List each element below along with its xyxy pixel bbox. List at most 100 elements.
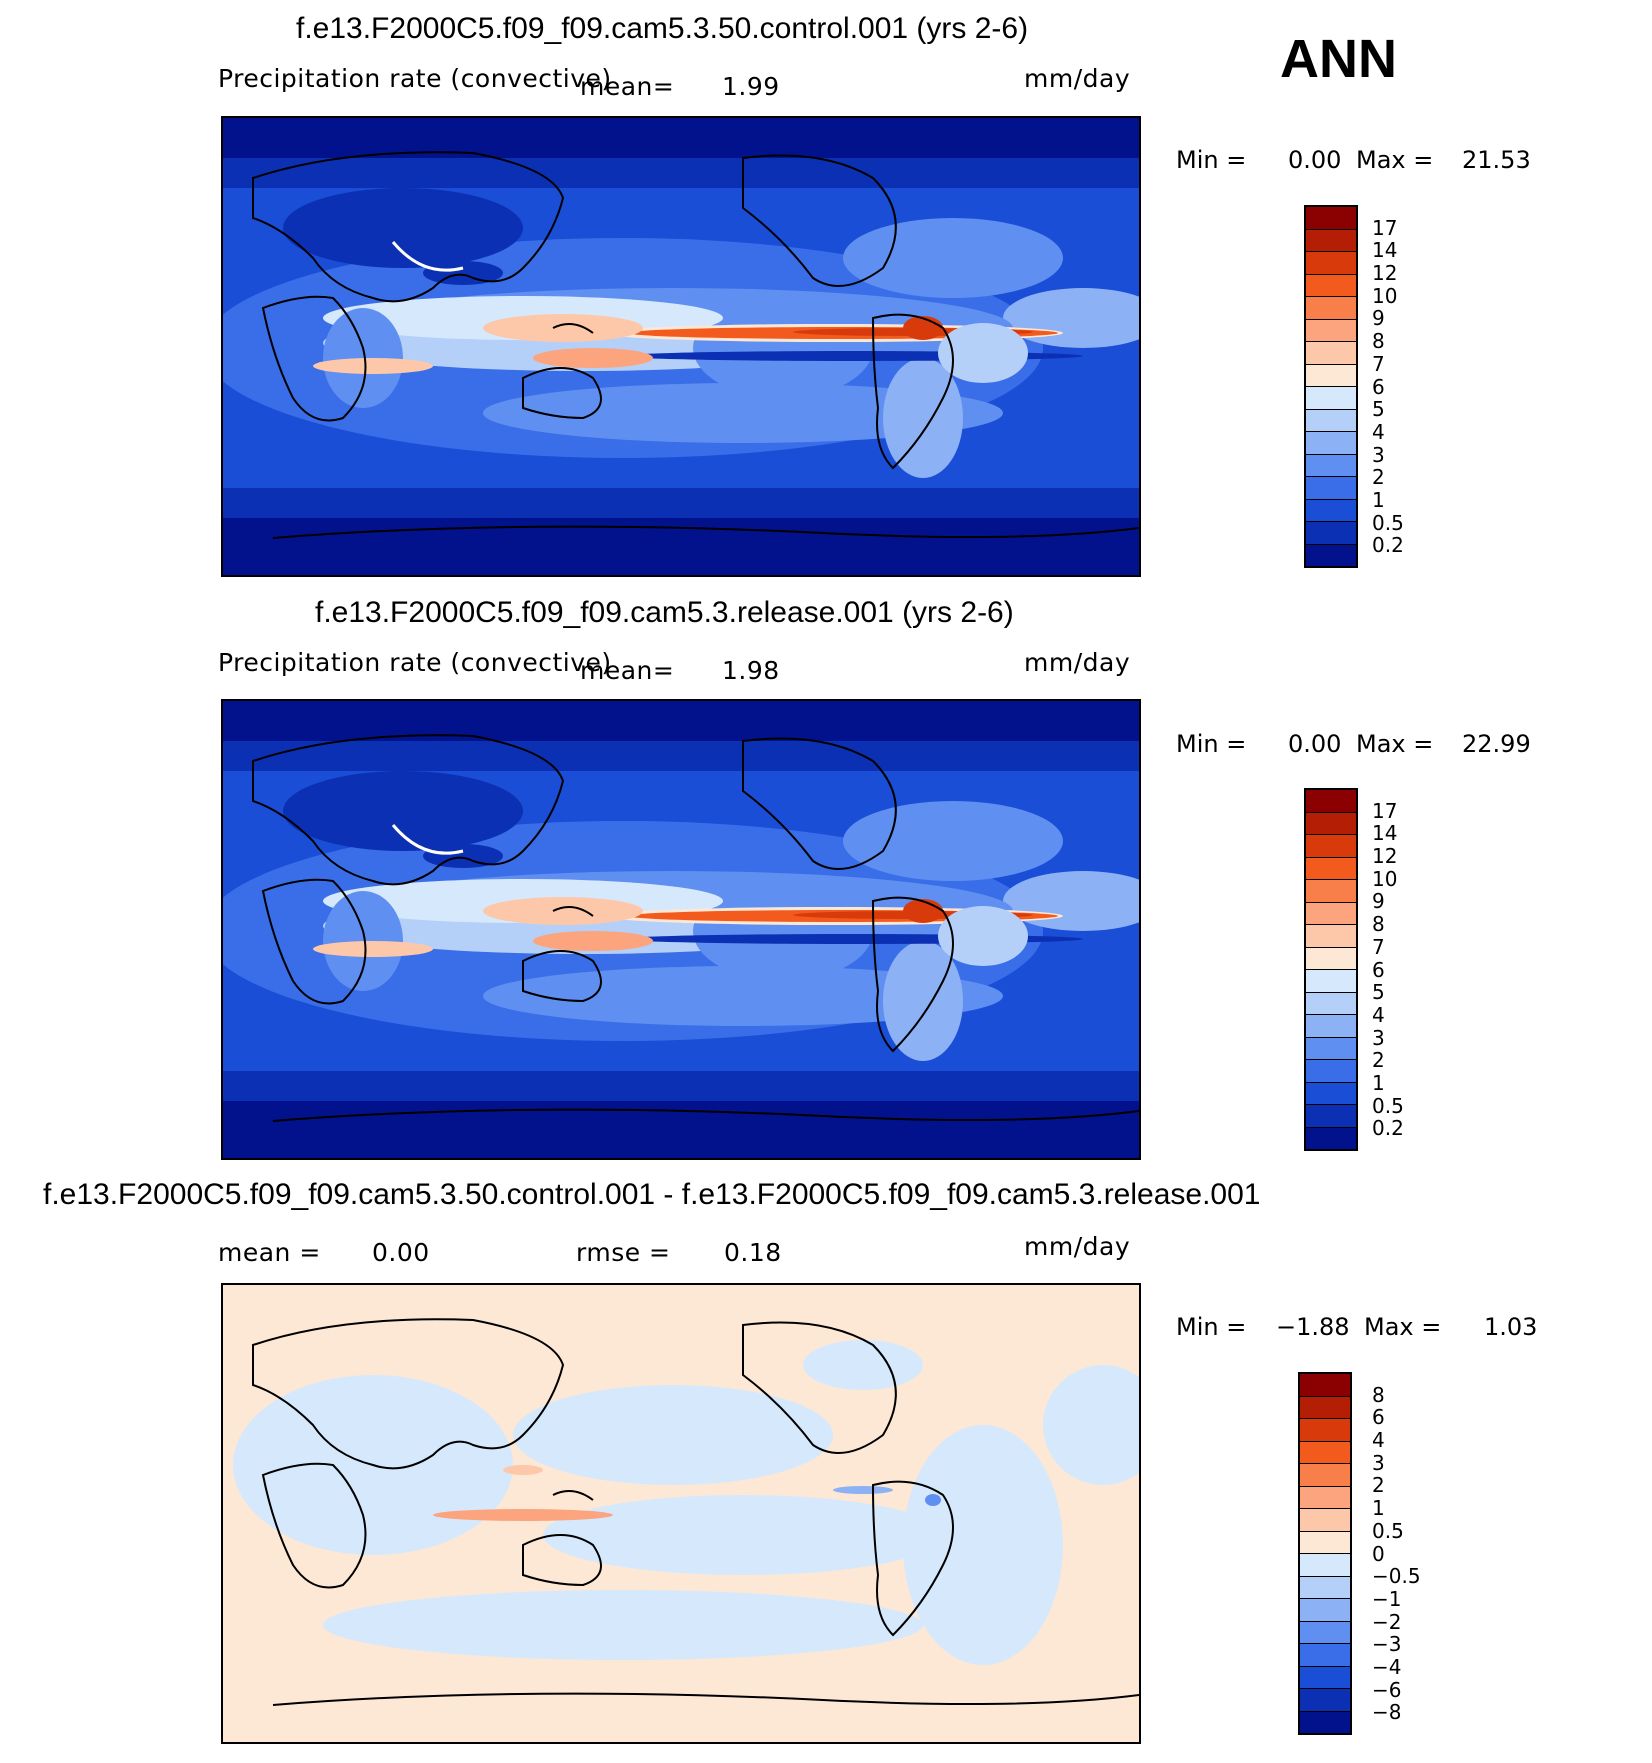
panel-2-variable-label: Precipitation rate (convective)	[218, 648, 612, 677]
colorbar-swatch	[1306, 1127, 1356, 1149]
colorbar-swatch	[1300, 1621, 1350, 1644]
colorbar-swatch	[1300, 1689, 1350, 1712]
panel-1-max-value: 21.53	[1462, 146, 1531, 174]
colorbar-tick-label: 2	[1372, 465, 1385, 490]
panel-3-mean-value: 0.00	[372, 1238, 430, 1267]
colorbar-tick-label: 2	[1372, 1048, 1385, 1073]
colorbar-tick-label: 14	[1372, 821, 1398, 846]
colorbar-tick-label: 4	[1372, 1428, 1385, 1453]
colorbar-tick-label: −3	[1372, 1632, 1402, 1657]
colorbar-swatch	[1306, 522, 1356, 545]
colorbar-tick-label: 12	[1372, 844, 1398, 869]
colorbar-tick-label: 0.5	[1372, 510, 1404, 535]
colorbar-swatch	[1306, 409, 1356, 432]
colorbar-tick-label: 9	[1372, 306, 1385, 331]
colorbar-swatch	[1300, 1599, 1350, 1622]
colorbar-swatch	[1300, 1374, 1350, 1397]
panel-2-title: f.e13.F2000C5.f09_f09.cam5.3.release.001…	[315, 596, 1014, 629]
panel-2-max-value: 22.99	[1462, 730, 1531, 758]
panel-1-units: mm/day	[1024, 64, 1131, 93]
panel-3-rmse-value: 0.18	[724, 1238, 782, 1267]
colorbar-swatch	[1306, 342, 1356, 365]
colorbar-swatch	[1306, 902, 1356, 925]
colorbar-swatch	[1306, 880, 1356, 903]
colorbar-swatch	[1306, 835, 1356, 858]
colorbar-tick-label: 17	[1372, 798, 1398, 823]
colorbar-swatch	[1306, 1060, 1356, 1083]
colorbar-swatch	[1306, 432, 1356, 455]
colorbar-swatch	[1306, 297, 1356, 320]
panel-3-colorbar-labels: 8 6 4 3 2 1 0.5 0 −0.5 −1 −2 −3 −4 −6 −8	[1372, 1372, 1462, 1735]
colorbar-swatch	[1306, 544, 1356, 566]
panel-1-colorbar-labels: 17 14 12 10 9 8 7 6 5 4 3 2 1 0.5 0.2	[1372, 205, 1452, 568]
colorbar-tick-label: −6	[1372, 1677, 1402, 1702]
colorbar-swatch	[1306, 319, 1356, 342]
colorbar-swatch	[1306, 857, 1356, 880]
colorbar-tick-label: 8	[1372, 912, 1385, 937]
colorbar-tick-label: 0.2	[1372, 533, 1404, 558]
colorbar-swatch	[1306, 1037, 1356, 1060]
colorbar-swatch	[1306, 1105, 1356, 1128]
colorbar-tick-label: 5	[1372, 397, 1385, 422]
colorbar-tick-label: 3	[1372, 442, 1385, 467]
colorbar-swatch	[1306, 364, 1356, 387]
panel-2-units: mm/day	[1024, 648, 1131, 677]
colorbar-swatch	[1306, 790, 1356, 813]
colorbar-swatch	[1306, 1015, 1356, 1038]
colorbar-swatch	[1306, 947, 1356, 970]
colorbar-swatch	[1300, 1531, 1350, 1554]
colorbar-tick-label: 1	[1372, 1496, 1385, 1521]
colorbar-swatch	[1306, 812, 1356, 835]
panel-3-min-label: Min =	[1176, 1313, 1247, 1341]
colorbar-tick-label: −2	[1372, 1609, 1402, 1634]
panel-2-max-label: Max =	[1356, 730, 1434, 758]
panel-3-mean-label: mean =	[218, 1238, 321, 1267]
colorbar-swatch	[1300, 1576, 1350, 1599]
colorbar-tick-label: 8	[1372, 329, 1385, 354]
panel-1-mean-label: mean=	[580, 72, 675, 101]
colorbar-swatch	[1306, 454, 1356, 477]
panel-3-map-graphic	[223, 1285, 1139, 1742]
colorbar-swatch	[1300, 1486, 1350, 1509]
colorbar-swatch	[1300, 1419, 1350, 1442]
panel-3-units: mm/day	[1024, 1232, 1131, 1261]
colorbar-swatch	[1306, 477, 1356, 500]
colorbar-swatch	[1306, 207, 1356, 230]
colorbar-tick-label: 7	[1372, 934, 1385, 959]
colorbar-tick-label: 0.2	[1372, 1116, 1404, 1141]
panel-1-title: f.e13.F2000C5.f09_f09.cam5.3.50.control.…	[296, 12, 1029, 45]
panel-3-rmse-label: rmse =	[576, 1238, 671, 1267]
panel-3-map	[221, 1283, 1141, 1744]
colorbar-swatch	[1306, 992, 1356, 1015]
panel-3-min-value: −1.88	[1276, 1313, 1350, 1341]
colorbar-tick-label: 6	[1372, 374, 1385, 399]
colorbar-tick-label: 3	[1372, 1450, 1385, 1475]
panel-3-max-value: 1.03	[1484, 1313, 1538, 1341]
panel-2-min-value: 0.00	[1288, 730, 1342, 758]
colorbar-tick-label: 6	[1372, 957, 1385, 982]
colorbar-tick-label: 10	[1372, 866, 1398, 891]
panel-1-map-graphic	[223, 118, 1139, 575]
panel-3-max-label: Max =	[1364, 1313, 1442, 1341]
colorbar-tick-label: 0	[1372, 1541, 1385, 1566]
panel-2-colorbar	[1304, 788, 1358, 1151]
panel-1-min-value: 0.00	[1288, 146, 1342, 174]
colorbar-tick-label: 5	[1372, 980, 1385, 1005]
colorbar-tick-label: 1	[1372, 1070, 1385, 1095]
colorbar-swatch	[1306, 387, 1356, 410]
colorbar-tick-label: 10	[1372, 283, 1398, 308]
panel-2-mean-label: mean=	[580, 656, 675, 685]
panel-1-min-label: Min =	[1176, 146, 1247, 174]
colorbar-swatch	[1300, 1666, 1350, 1689]
panel-2-mean-value: 1.98	[722, 656, 780, 685]
colorbar-swatch	[1306, 229, 1356, 252]
panel-2-colorbar-labels: 17 14 12 10 9 8 7 6 5 4 3 2 1 0.5 0.2	[1372, 788, 1452, 1151]
colorbar-swatch	[1300, 1644, 1350, 1667]
panel-1-colorbar	[1304, 205, 1358, 568]
panel-2-map	[221, 699, 1141, 1160]
panel-1-variable-label: Precipitation rate (convective)	[218, 64, 612, 93]
colorbar-tick-label: 0.5	[1372, 1518, 1404, 1543]
colorbar-swatch	[1306, 252, 1356, 275]
panel-2-map-graphic	[223, 701, 1139, 1158]
colorbar-swatch	[1300, 1711, 1350, 1733]
